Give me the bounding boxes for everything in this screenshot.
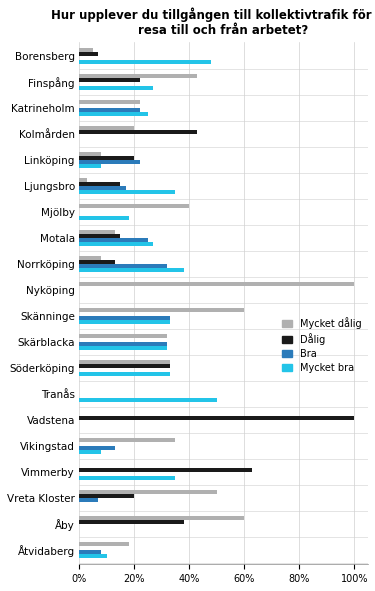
Bar	[79, 60, 211, 64]
Bar	[79, 468, 252, 472]
Bar	[79, 372, 170, 376]
Bar	[79, 112, 148, 116]
Bar	[79, 439, 176, 442]
Bar	[79, 48, 93, 52]
Bar	[79, 309, 244, 312]
Bar	[79, 316, 170, 320]
Bar	[79, 342, 167, 346]
Bar	[79, 335, 167, 338]
Bar	[79, 450, 101, 454]
Bar	[79, 108, 140, 112]
Legend: Mycket dålig, Dålig, Bra, Mycket bra: Mycket dålig, Dålig, Bra, Mycket bra	[280, 315, 363, 375]
Bar	[79, 130, 197, 134]
Bar	[79, 178, 87, 182]
Bar	[79, 52, 98, 56]
Bar	[79, 256, 101, 260]
Bar	[79, 282, 354, 286]
Bar	[79, 260, 115, 264]
Bar	[79, 156, 134, 160]
Bar	[79, 242, 153, 246]
Bar	[79, 550, 101, 554]
Bar	[79, 230, 115, 234]
Bar	[79, 346, 167, 350]
Bar	[79, 164, 101, 168]
Bar	[79, 491, 217, 494]
Title: Hur upplever du tillgången till kollektivtrafik för din
resa till och från arbet: Hur upplever du tillgången till kollekti…	[51, 7, 375, 37]
Bar	[79, 398, 217, 402]
Bar	[79, 100, 140, 104]
Bar	[79, 542, 129, 546]
Bar	[79, 364, 170, 368]
Bar	[79, 320, 170, 324]
Bar	[79, 186, 126, 190]
Bar	[79, 498, 98, 502]
Bar	[79, 520, 184, 524]
Bar	[79, 554, 106, 558]
Bar	[79, 494, 134, 498]
Bar	[79, 361, 170, 364]
Bar	[79, 517, 244, 520]
Bar	[79, 268, 184, 272]
Bar	[79, 264, 167, 268]
Bar	[79, 182, 120, 186]
Bar	[79, 126, 134, 130]
Bar	[79, 446, 115, 450]
Bar	[79, 78, 140, 82]
Bar	[79, 160, 140, 164]
Bar	[79, 152, 101, 156]
Bar	[79, 416, 354, 420]
Bar	[79, 190, 176, 194]
Bar	[79, 204, 189, 208]
Bar	[79, 238, 148, 242]
Bar	[79, 86, 153, 90]
Bar	[79, 476, 176, 480]
Bar	[79, 216, 129, 220]
Bar	[79, 74, 197, 78]
Bar	[79, 234, 120, 238]
